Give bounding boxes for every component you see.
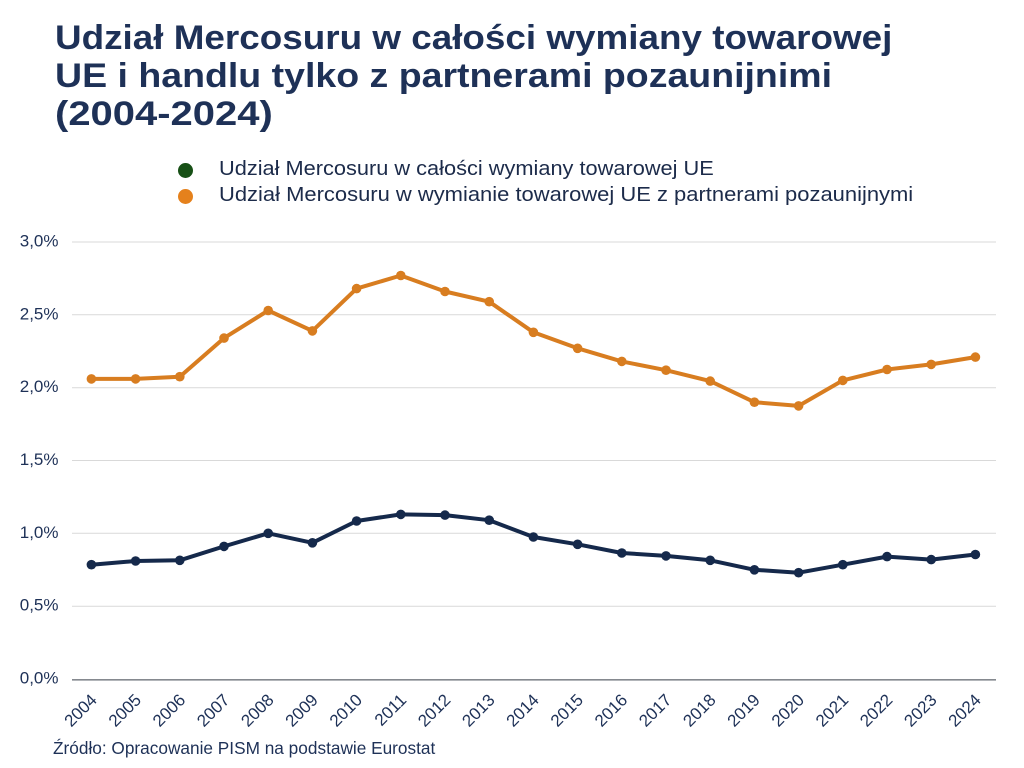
svg-text:2021: 2021 (812, 690, 852, 730)
svg-text:3,0%: 3,0% (20, 232, 59, 251)
svg-text:2017: 2017 (635, 690, 675, 730)
svg-text:2007: 2007 (193, 690, 233, 730)
svg-text:2018: 2018 (679, 690, 719, 730)
svg-text:2012: 2012 (414, 690, 454, 730)
svg-text:2019: 2019 (724, 690, 764, 730)
svg-text:2,5%: 2,5% (20, 304, 59, 323)
svg-text:2013: 2013 (458, 690, 498, 730)
svg-text:2022: 2022 (856, 690, 896, 730)
svg-text:2020: 2020 (768, 690, 808, 730)
svg-text:2014: 2014 (503, 690, 543, 730)
svg-text:0,0%: 0,0% (20, 669, 59, 688)
svg-text:1,5%: 1,5% (20, 450, 59, 469)
svg-text:2006: 2006 (149, 690, 189, 730)
svg-text:2011: 2011 (371, 690, 410, 729)
svg-text:1,0%: 1,0% (20, 523, 59, 542)
svg-text:2016: 2016 (591, 690, 631, 730)
svg-text:2024: 2024 (945, 690, 985, 730)
svg-text:2005: 2005 (105, 690, 145, 730)
svg-text:2008: 2008 (237, 690, 277, 730)
svg-text:2004: 2004 (61, 690, 101, 730)
svg-text:0,5%: 0,5% (20, 596, 59, 615)
svg-text:2015: 2015 (547, 690, 587, 730)
svg-text:2,0%: 2,0% (20, 377, 59, 396)
svg-text:2023: 2023 (900, 690, 940, 730)
svg-text:2010: 2010 (326, 690, 366, 730)
svg-text:2009: 2009 (282, 690, 322, 730)
